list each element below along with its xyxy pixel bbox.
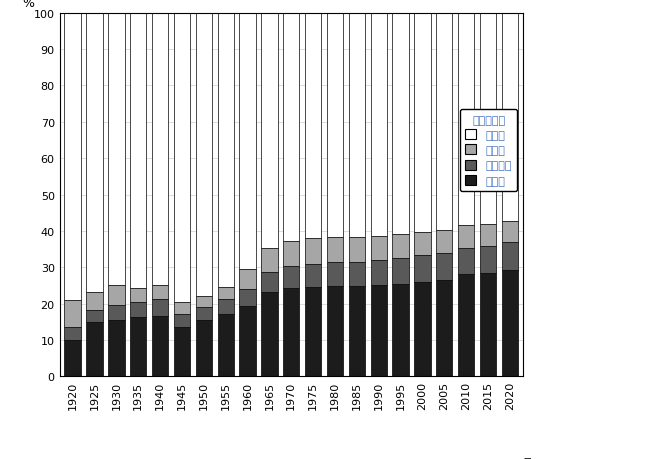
Text: 年: 年 <box>523 456 530 459</box>
Bar <box>480 274 496 376</box>
Bar <box>349 14 365 237</box>
Bar <box>327 237 343 263</box>
Bar <box>86 310 103 323</box>
Bar <box>108 285 124 305</box>
Bar <box>261 14 277 248</box>
Bar <box>414 14 430 232</box>
Bar <box>393 258 408 284</box>
Bar <box>458 248 475 275</box>
Bar <box>218 299 234 314</box>
Bar <box>305 287 321 376</box>
Bar <box>371 285 387 376</box>
Bar <box>152 299 168 316</box>
Bar <box>261 248 277 272</box>
Bar <box>283 14 299 241</box>
Bar <box>480 225 496 246</box>
Bar <box>218 14 234 287</box>
Bar <box>414 282 430 376</box>
Bar <box>305 264 321 287</box>
Bar <box>130 288 146 302</box>
Bar <box>108 305 124 320</box>
Bar <box>436 14 453 230</box>
Bar <box>218 287 234 299</box>
Bar <box>349 237 365 262</box>
Bar <box>327 14 343 237</box>
Bar <box>436 253 453 280</box>
Bar <box>305 239 321 264</box>
Bar <box>196 308 212 320</box>
Bar <box>196 14 212 296</box>
Bar <box>174 302 190 315</box>
Bar <box>196 320 212 376</box>
Bar <box>283 289 299 376</box>
Bar <box>458 275 475 376</box>
Bar <box>480 14 496 225</box>
Bar <box>130 14 146 288</box>
Bar <box>305 14 321 239</box>
Bar <box>86 292 103 310</box>
Bar <box>502 243 518 270</box>
Bar <box>393 14 408 234</box>
Bar <box>414 232 430 256</box>
Bar <box>261 272 277 292</box>
Bar <box>349 287 365 376</box>
Bar <box>414 256 430 282</box>
Bar <box>393 284 408 376</box>
Bar <box>240 289 256 307</box>
Bar <box>283 241 299 267</box>
Bar <box>327 263 343 287</box>
Bar <box>108 320 124 376</box>
Bar <box>502 14 518 222</box>
Bar <box>240 269 256 289</box>
Bar <box>218 314 234 376</box>
Bar <box>240 14 256 269</box>
Bar <box>502 270 518 376</box>
Bar <box>458 14 475 226</box>
Bar <box>152 316 168 376</box>
Bar <box>64 340 81 376</box>
Legend: 地方圈, 関西圈, 名古屋圈, 東京圈: 地方圈, 関西圈, 名古屋圈, 東京圈 <box>460 110 518 192</box>
Bar <box>174 327 190 376</box>
Bar <box>283 267 299 289</box>
Bar <box>502 222 518 243</box>
Bar <box>480 246 496 274</box>
Bar <box>371 14 387 236</box>
Bar <box>64 327 81 340</box>
Bar <box>152 14 168 285</box>
Bar <box>130 318 146 376</box>
Bar <box>393 234 408 258</box>
Bar <box>240 307 256 376</box>
Bar <box>174 315 190 327</box>
Bar <box>349 262 365 287</box>
Bar <box>371 236 387 260</box>
Bar <box>174 14 190 302</box>
Bar <box>458 226 475 248</box>
Bar <box>327 287 343 376</box>
Bar <box>64 300 81 327</box>
Bar <box>86 14 103 292</box>
Bar <box>130 302 146 318</box>
Bar <box>371 260 387 285</box>
Text: %: % <box>23 0 34 10</box>
Bar <box>108 14 124 285</box>
Bar <box>152 285 168 299</box>
Bar <box>261 292 277 376</box>
Bar <box>436 230 453 253</box>
Bar <box>196 296 212 308</box>
Bar <box>64 14 81 300</box>
Bar <box>86 323 103 376</box>
Bar <box>436 280 453 376</box>
